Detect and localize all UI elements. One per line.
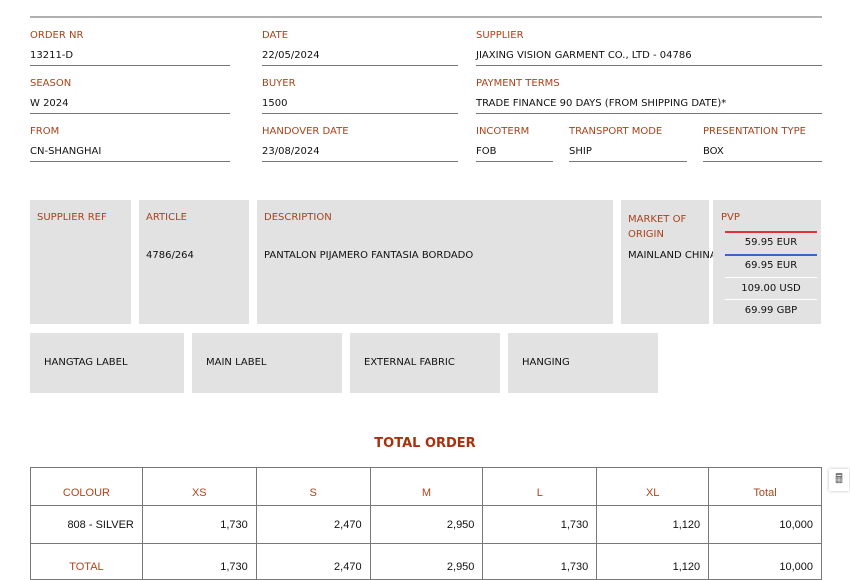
label: INCOTERM <box>476 126 530 137</box>
header-divider <box>30 16 822 18</box>
value: SHIP <box>569 146 592 157</box>
field-handover-date: HANDOVER DATE 23/08/2024 <box>262 126 458 162</box>
value: TRADE FINANCE 90 DAYS (FROM SHIPPING DAT… <box>476 98 727 109</box>
pvp-divider-red <box>725 231 817 233</box>
col-xs: XS <box>141 467 257 506</box>
cell: TOTAL <box>30 543 143 580</box>
pvp-price: 69.99 GBP <box>744 305 798 316</box>
value: JIAXING VISION GARMENT CO., LTD - 04786 <box>476 50 692 61</box>
total-order-title: TOTAL ORDER <box>374 436 476 451</box>
supplier-ref-box: SUPPLIER REF <box>30 200 131 324</box>
value: MAINLAND CHINA <box>628 250 717 261</box>
pvp-price: 69.95 EUR <box>744 260 798 271</box>
cell: 2,950 <box>369 543 484 580</box>
value: CN-SHANGHAI <box>30 146 102 157</box>
value: 1500 <box>262 98 288 109</box>
col-total: Total <box>708 467 822 506</box>
field-incoterm: INCOTERM FOB <box>476 126 553 162</box>
table-header: COLOUR XS S M L XL Total <box>30 467 822 506</box>
col-xl: XL <box>596 467 710 506</box>
cell: 1,120 <box>596 505 710 544</box>
total-order-table: COLOUR XS S M L XL Total 808 - SILVER 1,… <box>30 467 822 580</box>
cell: 1,730 <box>141 505 257 544</box>
field-supplier: SUPPLIER JIAXING VISION GARMENT CO., LTD … <box>476 30 822 66</box>
description-box: DESCRIPTION PANTALON PIJAMERO FANTASIA BO… <box>257 200 613 324</box>
pvp-price: 109.00 USD <box>741 283 801 294</box>
calculator-icon[interactable]: 🖩 <box>829 469 849 491</box>
field-season: SEASON W 2024 <box>30 78 230 114</box>
total-row: TOTAL 1,730 2,470 2,950 1,730 1,120 10,0… <box>30 543 822 580</box>
field-date: DATE 22/05/2024 <box>262 30 458 66</box>
main-label-box: MAIN LABEL <box>192 333 342 393</box>
cell: 1,730 <box>141 543 257 580</box>
hanging-box: HANGING <box>508 333 658 393</box>
label: HANDOVER DATE <box>262 126 349 137</box>
cell: 2,470 <box>255 505 371 544</box>
field-payment-terms: PAYMENT TERMS TRADE FINANCE 90 DAYS (FROM… <box>476 78 822 114</box>
label: PRESENTATION TYPE <box>703 126 806 137</box>
cell: 10,000 <box>708 543 822 580</box>
label: SUPPLIER <box>476 30 524 41</box>
pvp-divider <box>725 299 817 300</box>
field-from: FROM CN-SHANGHAI <box>30 126 230 162</box>
label: SUPPLIER REF <box>37 212 107 223</box>
cell: 1,120 <box>596 543 710 580</box>
hangtag-label-box: HANGTAG LABEL <box>30 333 184 393</box>
article-box: ARTICLE 4786/264 <box>139 200 249 324</box>
label: DESCRIPTION <box>264 212 332 223</box>
label: SEASON <box>30 78 72 89</box>
col-m: M <box>369 467 484 506</box>
market-origin-box: MARKET OF ORIGIN MAINLAND CHINA <box>621 200 717 324</box>
label: MARKET OF ORIGIN <box>628 214 687 240</box>
value: FOB <box>476 146 497 157</box>
value: PANTALON PIJAMERO FANTASIA BORDADO <box>264 250 474 261</box>
label: TRANSPORT MODE <box>569 126 663 137</box>
pvp-box: PVP 59.95 EUR 69.95 EUR 109.00 USD 69.99… <box>713 200 821 324</box>
pvp-divider-blue <box>725 254 817 256</box>
label: PVP <box>721 212 740 223</box>
cell: 2,950 <box>369 505 484 544</box>
value: W 2024 <box>30 98 69 109</box>
cell: 808 - SILVER <box>30 505 143 544</box>
label: FROM <box>30 126 60 137</box>
cell: 10,000 <box>708 505 822 544</box>
value: 13211-D <box>30 50 74 61</box>
value: BOX <box>703 146 724 157</box>
label: ARTICLE <box>146 212 187 223</box>
col-s: S <box>255 467 371 506</box>
field-transport-mode: TRANSPORT MODE SHIP <box>569 126 687 162</box>
field-buyer: BUYER 1500 <box>262 78 458 114</box>
cell: 2,470 <box>255 543 371 580</box>
label: PAYMENT TERMS <box>476 78 560 89</box>
value: 4786/264 <box>146 250 194 261</box>
label: DATE <box>262 30 289 41</box>
field-order-nr: ORDER NR 13211-D <box>30 30 230 66</box>
pvp-divider <box>725 277 817 278</box>
label: BUYER <box>262 78 296 89</box>
external-fabric-box: EXTERNAL FABRIC <box>350 333 500 393</box>
value: 23/08/2024 <box>262 146 320 157</box>
cell: 1,730 <box>482 505 598 544</box>
value: 22/05/2024 <box>262 50 320 61</box>
col-l: L <box>482 467 598 506</box>
col-colour: COLOUR <box>30 467 143 506</box>
field-presentation-type: PRESENTATION TYPE BOX <box>703 126 822 162</box>
table-row: 808 - SILVER 1,730 2,470 2,950 1,730 1,1… <box>30 505 822 544</box>
cell: 1,730 <box>482 543 598 580</box>
pvp-price: 59.95 EUR <box>744 237 798 248</box>
label: ORDER NR <box>30 30 84 41</box>
